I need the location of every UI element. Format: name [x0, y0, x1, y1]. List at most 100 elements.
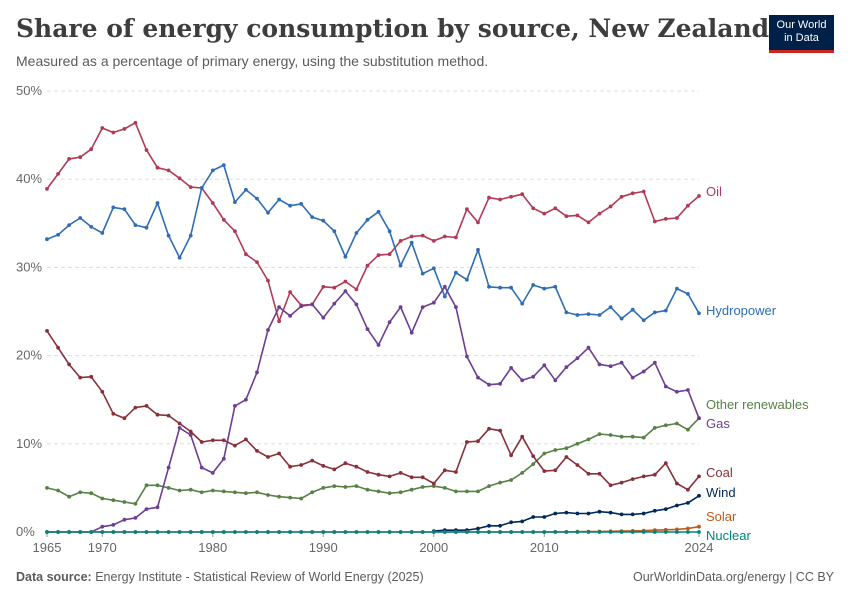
- data-point-oil: [166, 168, 171, 173]
- data-point-other-renewables: [663, 423, 668, 428]
- data-point-other-renewables: [431, 484, 436, 488]
- data-point-oil: [332, 285, 337, 290]
- data-point-oil: [144, 148, 149, 153]
- data-point-nuclear: [531, 530, 536, 534]
- data-point-nuclear: [155, 530, 160, 534]
- x-axis-ticks: 1965 1970 1980 1990 2000 2010 2024: [33, 532, 713, 555]
- data-point-gas: [442, 284, 447, 289]
- x-tick-label: 1980: [198, 540, 227, 555]
- series-line-hydropower[interactable]: [46, 164, 700, 322]
- data-point-hydropower: [78, 216, 83, 220]
- series-line-other-renewables[interactable]: [46, 417, 700, 505]
- data-point-nuclear: [332, 530, 337, 534]
- data-point-coal: [487, 426, 491, 431]
- data-point-gas: [641, 369, 646, 374]
- data-point-coal: [233, 443, 237, 448]
- series-line-oil[interactable]: [46, 122, 700, 323]
- data-point-hydropower: [398, 263, 403, 268]
- x-tick-label: 1965: [33, 540, 62, 555]
- data-point-hydropower: [221, 163, 226, 168]
- data-point-other-renewables: [630, 434, 635, 439]
- series-label-solar[interactable]: Solar: [706, 509, 737, 524]
- data-point-other-renewables: [89, 491, 94, 496]
- data-point-nuclear: [586, 530, 591, 534]
- series-label-gas[interactable]: Gas: [706, 416, 730, 431]
- series-label-coal[interactable]: Coal: [706, 465, 733, 480]
- data-point-other-renewables: [476, 489, 480, 494]
- data-point-other-renewables: [45, 486, 49, 490]
- data-point-nuclear: [663, 530, 668, 534]
- data-point-gas: [465, 354, 469, 359]
- data-point-hydropower: [564, 310, 569, 315]
- data-point-coal: [155, 412, 160, 417]
- data-point-other-renewables: [442, 486, 447, 490]
- data-point-coal: [630, 477, 635, 481]
- data-point-oil: [365, 263, 370, 268]
- y-tick-label: 0%: [16, 524, 35, 539]
- data-point-nuclear: [697, 530, 701, 534]
- data-point-hydropower: [652, 310, 657, 315]
- data-point-coal: [652, 472, 657, 477]
- data-point-coal: [575, 463, 580, 467]
- data-point-hydropower: [122, 207, 127, 212]
- data-point-nuclear: [365, 530, 370, 534]
- data-point-hydropower: [89, 224, 94, 229]
- data-point-oil: [487, 195, 491, 200]
- data-point-gas: [531, 374, 536, 379]
- data-point-hydropower: [343, 254, 348, 259]
- data-point-coal: [476, 439, 480, 444]
- data-point-other-renewables: [343, 485, 348, 489]
- data-source-text[interactable]: Energy Institute - Statistical Review of…: [95, 570, 424, 584]
- series-label-nuclear[interactable]: Nuclear: [706, 528, 751, 543]
- owid-logo[interactable]: Our World in Data: [769, 15, 834, 53]
- data-point-oil: [221, 217, 226, 222]
- data-point-coal: [255, 449, 259, 453]
- data-point-other-renewables: [354, 484, 359, 488]
- data-point-nuclear: [487, 530, 491, 534]
- series-label-wind[interactable]: Wind: [706, 485, 736, 500]
- credit-link[interactable]: OurWorldinData.org/energy | CC BY: [632, 570, 834, 584]
- data-point-nuclear: [398, 530, 403, 534]
- data-point-hydropower: [188, 233, 193, 238]
- data-point-gas: [420, 305, 425, 309]
- series-label-oil[interactable]: Oil: [706, 184, 722, 199]
- data-point-nuclear: [564, 530, 569, 534]
- data-point-oil: [652, 219, 657, 224]
- data-point-other-renewables: [56, 488, 60, 493]
- data-point-wind: [575, 511, 580, 516]
- data-point-hydropower: [310, 215, 315, 220]
- data-point-nuclear: [387, 530, 392, 534]
- data-point-coal: [420, 475, 425, 480]
- data-point-other-renewables: [409, 487, 414, 492]
- data-point-nuclear: [199, 530, 204, 534]
- series-label-other-renewables[interactable]: Other renewables: [706, 397, 809, 412]
- data-point-gas: [233, 404, 237, 408]
- data-point-oil: [354, 287, 359, 292]
- data-point-nuclear: [122, 530, 127, 534]
- data-point-other-renewables: [233, 490, 237, 495]
- data-point-nuclear: [321, 530, 326, 534]
- data-point-oil: [67, 157, 71, 161]
- data-point-coal: [299, 463, 304, 467]
- data-point-hydropower: [255, 196, 259, 201]
- data-point-coal: [266, 455, 270, 459]
- data-point-hydropower: [111, 205, 116, 210]
- data-point-oil: [78, 155, 83, 160]
- series-line-coal[interactable]: [46, 330, 700, 491]
- data-point-hydropower: [177, 255, 182, 260]
- data-point-hydropower: [608, 305, 613, 309]
- data-point-nuclear: [100, 530, 105, 534]
- data-point-oil: [409, 234, 414, 239]
- data-point-gas: [675, 389, 679, 394]
- data-point-gas: [619, 360, 624, 365]
- data-point-coal: [332, 467, 337, 472]
- data-point-coal: [100, 389, 105, 394]
- data-source-label: Data source:: [16, 570, 92, 584]
- data-point-nuclear: [608, 530, 613, 534]
- series-line-gas[interactable]: [47, 285, 700, 533]
- data-point-hydropower: [420, 271, 425, 276]
- series-label-hydropower[interactable]: Hydropower: [706, 303, 777, 318]
- data-point-oil: [177, 176, 182, 181]
- data-point-oil: [531, 206, 536, 211]
- data-point-coal: [442, 468, 447, 473]
